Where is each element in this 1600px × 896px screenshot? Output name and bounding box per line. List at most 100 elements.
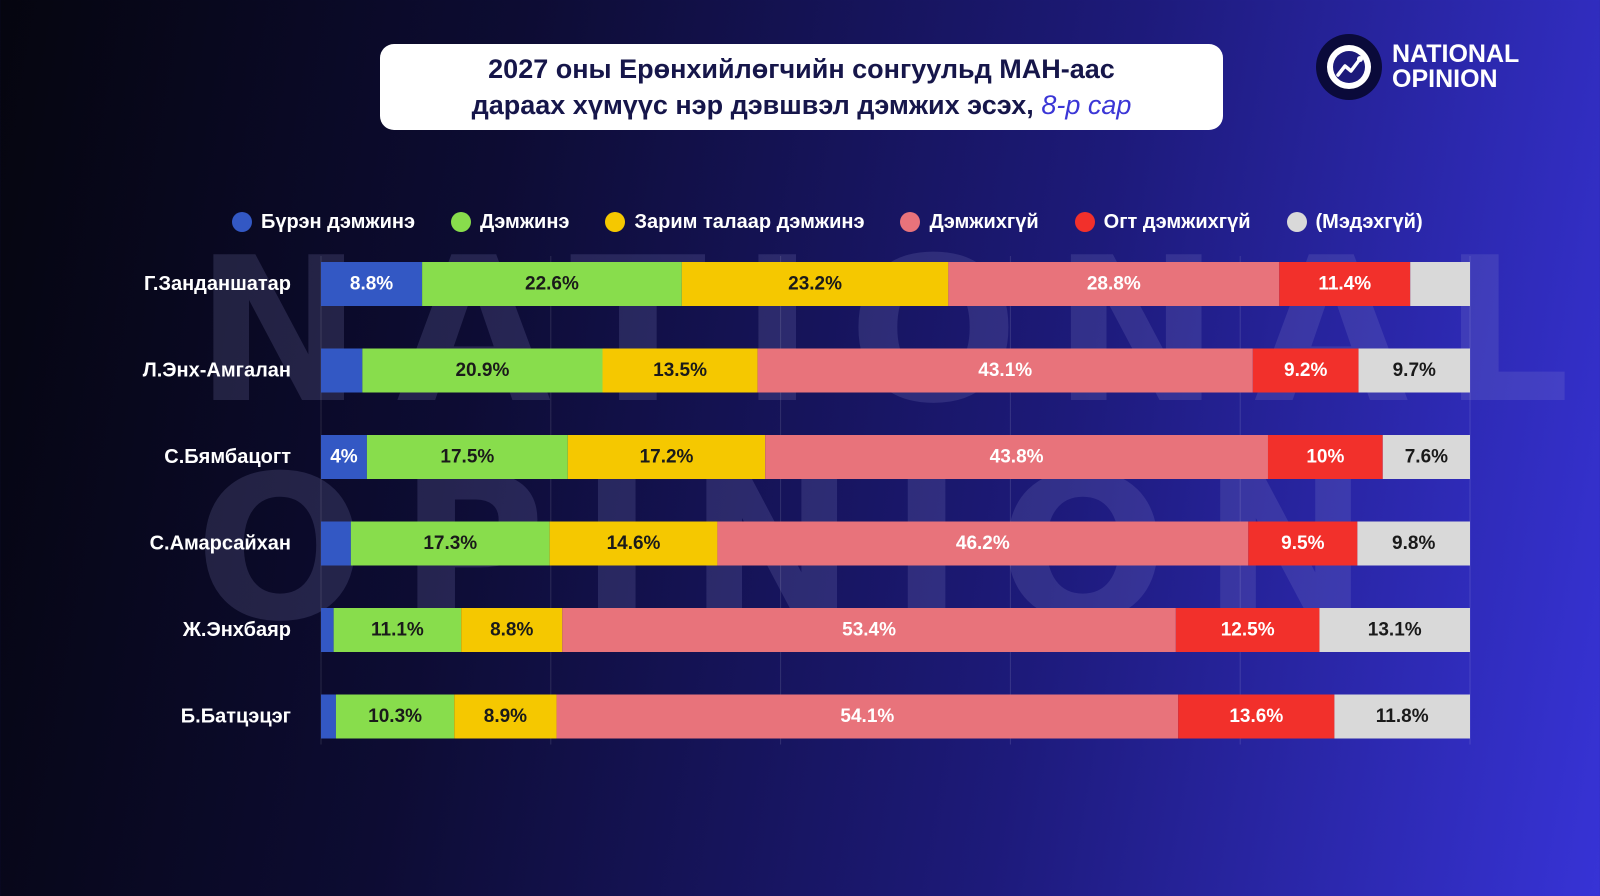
bar-segment [1279, 262, 1411, 306]
bar-segment [549, 521, 718, 566]
bar-segment [948, 262, 1280, 306]
data-label: 11.4% [1318, 274, 1371, 295]
legend-marker [232, 212, 252, 232]
category-label: Б.Батцэцэг [181, 706, 291, 728]
category-label: Ж.Энхбаяр [182, 619, 291, 641]
bar-segment [602, 348, 758, 393]
logo-text-line1: NATIONAL [1392, 40, 1520, 68]
data-label: 17.5% [440, 447, 494, 468]
bar-segment [1248, 521, 1358, 566]
data-label: 10% [1306, 447, 1344, 468]
chart-title-date: 8-р сар [1041, 90, 1132, 120]
data-label: 8.8% [490, 620, 533, 641]
data-label: 43.8% [990, 447, 1044, 468]
legend-marker [900, 212, 921, 232]
bar-segment [562, 608, 1176, 652]
data-label: 22.6% [525, 274, 579, 295]
bar-segment [454, 694, 557, 739]
data-label: 28.8% [1087, 274, 1141, 295]
legend-item: Дэмжинэ [451, 211, 569, 234]
data-label: 13.5% [653, 360, 707, 381]
data-label: 20.9% [455, 360, 509, 381]
data-label: 17.2% [640, 447, 694, 468]
category-label: Г.Занданшатар [144, 273, 291, 295]
bar-segment [321, 694, 336, 739]
data-label: 10.3% [368, 706, 422, 727]
data-label: 9.5% [1281, 533, 1324, 554]
data-label: 14.6% [607, 533, 661, 554]
bar-segment [1267, 435, 1383, 479]
bar-segment [567, 435, 766, 479]
bar-segment [1382, 435, 1470, 479]
brand-logo: NATIONAL OPINION [1316, 34, 1519, 100]
bar-segment [362, 348, 603, 393]
data-label: 4% [330, 447, 358, 468]
category-label: С.Амарсайхан [150, 533, 291, 555]
chart-title-line2: дараах хүмүүс нэр дэвшвэл дэмжих эсэх, 8… [380, 87, 1223, 123]
logo-text-line2: OPINION [1392, 65, 1498, 93]
data-label: 12.5% [1221, 620, 1275, 641]
data-label: 43.1% [978, 360, 1032, 381]
chart-title-line1: 2027 оны Ерөнхийлөгчийн сонгуульд МАН-аа… [488, 54, 1115, 84]
data-label: 9.8% [1392, 533, 1435, 554]
bar-segment [321, 348, 363, 393]
bar-segment [765, 435, 1268, 479]
legend-label: Дэмжинэ [480, 210, 570, 233]
data-label: 9.7% [1393, 360, 1436, 381]
data-label: 23.2% [788, 274, 842, 295]
bar-segment [1319, 608, 1470, 652]
data-label: 54.1% [840, 706, 894, 727]
legend-item: Зарим талаар дэмжинэ [605, 211, 864, 234]
chart-trend-icon [1316, 34, 1382, 100]
bar-segment [366, 435, 568, 479]
legend-label: Бүрэн дэмжинэ [261, 210, 416, 233]
bar-segment [422, 262, 682, 306]
data-label: 11.8% [1376, 706, 1429, 727]
bar-segment [335, 694, 455, 739]
legend-label: Зарим талаар дэмжинэ [634, 210, 865, 233]
legend-item: (Мэдэхгүй) [1286, 211, 1423, 234]
logo-text: NATIONAL OPINION [1392, 42, 1519, 92]
bar-segment [717, 521, 1249, 566]
bar-segment [461, 608, 563, 652]
data-label: 8.9% [484, 706, 527, 727]
legend-item: Бүрэн дэмжинэ [232, 211, 415, 234]
bar-segment [1175, 608, 1320, 652]
bar-segment [1334, 694, 1470, 739]
bar-segment [1178, 694, 1335, 739]
bar-segment [1410, 262, 1470, 306]
bar-segment [556, 694, 1179, 739]
data-label: 9.2% [1284, 360, 1327, 381]
data-label: 17.3% [423, 533, 477, 554]
data-label: 11.1% [371, 620, 424, 641]
legend-marker [605, 212, 626, 232]
legend-item: Дэмжихгүй [900, 211, 1039, 234]
data-label: 46.2% [956, 533, 1010, 554]
bar-segment [681, 262, 949, 306]
chart-title-line2-main: дараах хүмүүс нэр дэвшвэл дэмжих эсэх, [471, 90, 1034, 120]
bar-segment [1357, 521, 1470, 566]
bar-segment [1358, 348, 1470, 393]
bar-segment [1252, 348, 1359, 393]
chart-legend: Бүрэн дэмжинэ Дэмжинэ Зарим талаар дэмжинэ… [232, 208, 1582, 236]
data-label: 7.6% [1405, 447, 1448, 468]
legend-label: Огт дэмжихгүй [1103, 210, 1251, 233]
data-label: 13.6% [1229, 706, 1283, 727]
data-label: 13.1% [1368, 620, 1422, 641]
data-label: 8.8% [350, 274, 393, 295]
legend-marker [451, 212, 472, 232]
legend-marker [1074, 212, 1095, 232]
legend-item: Огт дэмжихгүй [1074, 210, 1251, 234]
chart-title-box: 2027 оны Ерөнхийлөгчийн сонгуульд МАН-аа… [380, 44, 1223, 130]
category-label: Л.Энх-Амгалан [143, 360, 291, 382]
bar-segment [321, 521, 351, 566]
category-label: С.Бямбацогт [164, 446, 291, 468]
bar-segment [321, 435, 367, 479]
data-label: 53.4% [842, 620, 896, 641]
bar-segment [321, 262, 423, 306]
bar-segment [350, 521, 550, 566]
bar-segment [321, 608, 334, 652]
bar-segment [757, 348, 1253, 393]
bar-segment [333, 608, 462, 652]
